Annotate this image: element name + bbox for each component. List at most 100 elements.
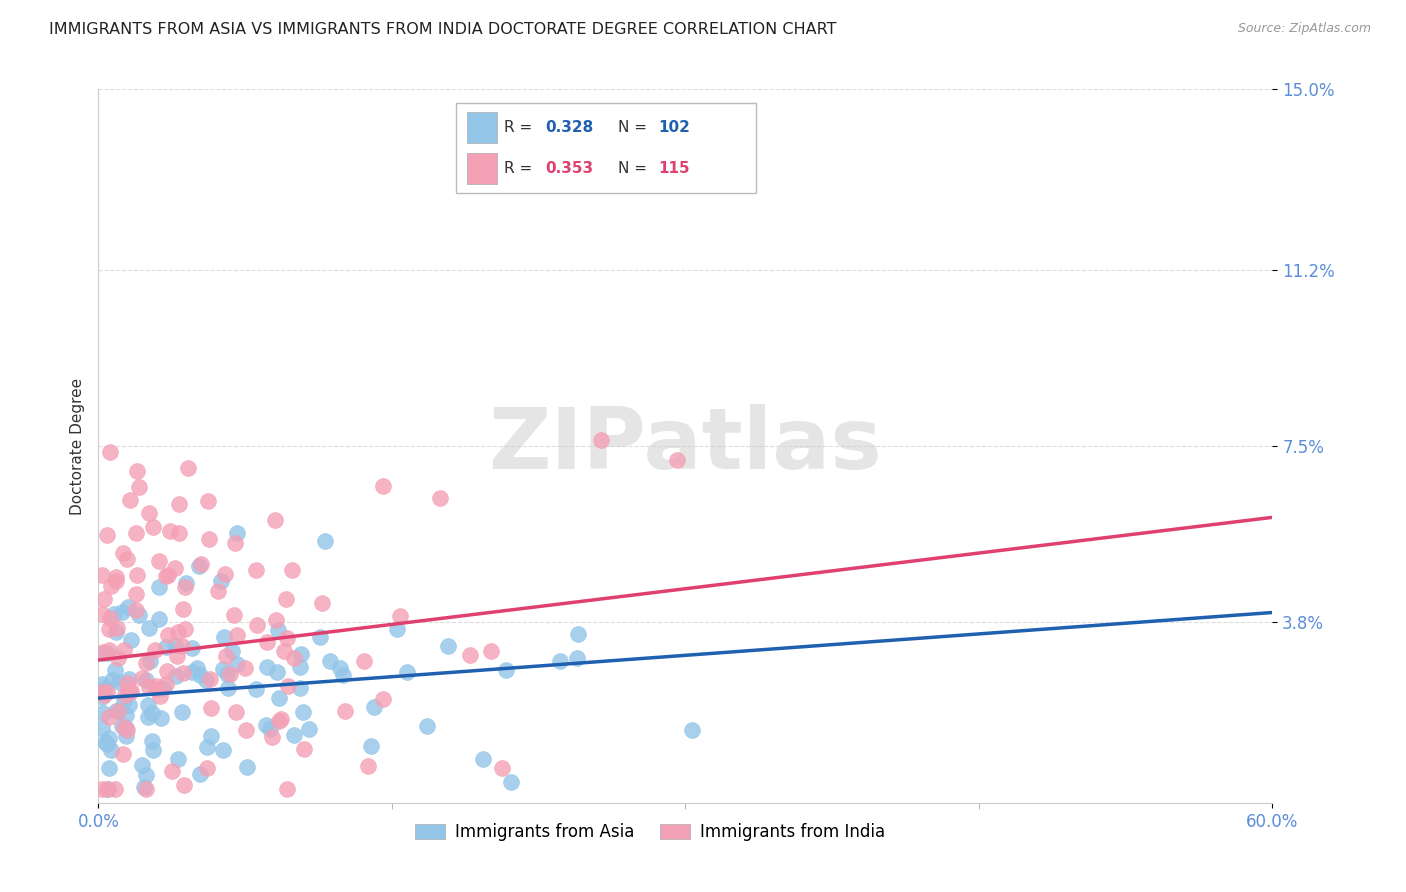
- Point: [245, 563, 267, 577]
- Point: [333, 704, 356, 718]
- Legend: Immigrants from Asia, Immigrants from India: Immigrants from Asia, Immigrants from In…: [409, 817, 891, 848]
- Point: [91, 607, 114, 621]
- Point: [94, 735, 117, 749]
- Point: [163, 638, 186, 652]
- Point: [194, 673, 217, 687]
- Point: [101, 673, 124, 687]
- Point: [155, 640, 177, 654]
- Point: [117, 684, 139, 698]
- Point: [226, 525, 249, 540]
- Point: [112, 747, 135, 761]
- Point: [495, 663, 517, 677]
- Point: [118, 672, 141, 686]
- Point: [190, 557, 212, 571]
- Point: [96, 646, 118, 660]
- Point: [115, 722, 138, 736]
- Point: [665, 452, 688, 467]
- Point: [209, 574, 232, 589]
- Point: [245, 681, 267, 696]
- Point: [135, 673, 157, 687]
- Point: [91, 567, 114, 582]
- Point: [98, 622, 121, 636]
- Point: [276, 592, 298, 607]
- Point: [114, 688, 136, 702]
- Point: [172, 602, 194, 616]
- Point: [97, 781, 120, 796]
- Point: [96, 781, 118, 796]
- Point: [111, 719, 134, 733]
- Point: [371, 691, 394, 706]
- Point: [363, 699, 385, 714]
- Point: [117, 723, 139, 738]
- Point: [226, 628, 249, 642]
- Point: [195, 739, 218, 754]
- Point: [276, 631, 298, 645]
- Point: [156, 664, 179, 678]
- Point: [138, 506, 160, 520]
- Point: [96, 528, 118, 542]
- Point: [387, 623, 409, 637]
- Point: [360, 739, 382, 754]
- Point: [281, 563, 304, 577]
- Point: [118, 492, 141, 507]
- Point: [215, 667, 238, 681]
- Point: [292, 742, 315, 756]
- Point: [143, 643, 166, 657]
- Point: [172, 666, 194, 681]
- Point: [589, 434, 612, 448]
- Point: [233, 661, 256, 675]
- Point: [145, 679, 167, 693]
- Point: [226, 657, 249, 672]
- Point: [142, 743, 165, 757]
- Point: [198, 672, 221, 686]
- Point: [264, 513, 287, 527]
- Point: [136, 710, 159, 724]
- Point: [127, 567, 149, 582]
- Point: [91, 781, 114, 796]
- Point: [118, 698, 141, 712]
- Point: [200, 701, 222, 715]
- Point: [167, 498, 190, 512]
- Point: [125, 525, 148, 540]
- Point: [160, 764, 183, 779]
- Point: [141, 734, 163, 748]
- Point: [277, 679, 299, 693]
- Point: [97, 731, 120, 746]
- Point: [156, 628, 179, 642]
- Point: [104, 663, 127, 677]
- Point: [266, 623, 288, 637]
- Point: [276, 781, 298, 796]
- Point: [107, 650, 129, 665]
- Point: [217, 681, 239, 696]
- Point: [314, 534, 336, 549]
- Point: [125, 587, 148, 601]
- Point: [91, 706, 114, 720]
- Point: [98, 611, 121, 625]
- Point: [157, 568, 180, 582]
- Point: [141, 706, 163, 720]
- Point: [388, 608, 411, 623]
- Point: [236, 760, 259, 774]
- Point: [174, 576, 197, 591]
- Text: ZIPatlas: ZIPatlas: [488, 404, 883, 488]
- Point: [170, 705, 193, 719]
- Point: [105, 621, 128, 635]
- Point: [135, 657, 157, 671]
- Point: [212, 742, 235, 756]
- Point: [149, 689, 172, 703]
- Point: [471, 751, 494, 765]
- Point: [479, 644, 502, 658]
- Point: [111, 546, 134, 560]
- Point: [91, 676, 114, 690]
- Point: [357, 759, 380, 773]
- Point: [138, 621, 160, 635]
- Point: [180, 665, 202, 679]
- Point: [267, 690, 290, 705]
- Point: [120, 633, 142, 648]
- Point: [167, 526, 190, 541]
- Point: [91, 690, 114, 705]
- Text: IMMIGRANTS FROM ASIA VS IMMIGRANTS FROM INDIA DOCTORATE DEGREE CORRELATION CHART: IMMIGRANTS FROM ASIA VS IMMIGRANTS FROM …: [49, 22, 837, 37]
- Point: [290, 659, 312, 673]
- Point: [100, 444, 122, 458]
- Point: [332, 667, 354, 681]
